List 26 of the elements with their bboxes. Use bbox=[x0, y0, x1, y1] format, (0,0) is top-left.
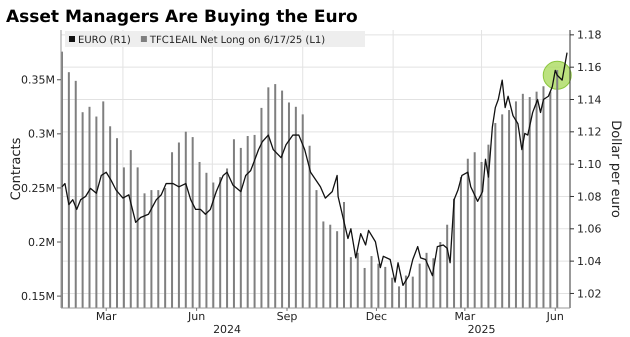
text: 2024 bbox=[213, 323, 242, 336]
y-tick-label: 0.25M bbox=[21, 182, 55, 195]
x-tick-label: Dec bbox=[366, 310, 388, 323]
y2-tick-label: 1.08 bbox=[577, 190, 602, 204]
y2-tick-label: 1.06 bbox=[577, 222, 602, 236]
chart-title: Asset Managers Are Buying the Euro bbox=[6, 7, 358, 27]
y2-tick-label: 1.04 bbox=[577, 254, 602, 268]
y2-tick-label: 1.14 bbox=[577, 93, 602, 106]
y-tick-label: 0.15M bbox=[21, 290, 55, 303]
x-tick-label: Jun bbox=[187, 310, 206, 323]
x-tick-label: Jun bbox=[546, 310, 564, 323]
y2-tick-label: 1.02 bbox=[577, 287, 602, 300]
legend-label: EURO (R1) bbox=[78, 35, 131, 46]
y2-axis-title: Dollar per euro bbox=[608, 120, 623, 218]
x-tick-label: Mar bbox=[454, 310, 476, 323]
text: 2025 bbox=[468, 323, 496, 336]
y2-tick-label: 1.18 bbox=[577, 28, 602, 42]
y2-tick-label: 1.10 bbox=[577, 158, 602, 171]
y2-tick-label: 1.16 bbox=[577, 61, 602, 74]
x-tick-label: Sep bbox=[276, 310, 298, 323]
y-tick-label: 0.2M bbox=[28, 236, 55, 249]
x-tick-label: Mar bbox=[96, 310, 118, 323]
legend-label: TFC1EAIL Net Long on 6/17/25 (L1) bbox=[148, 35, 326, 46]
y-tick-label: 0.3M bbox=[28, 128, 55, 141]
y2-tick-label: 1.12 bbox=[577, 126, 602, 139]
y-tick-label: 0.35M bbox=[21, 74, 55, 87]
